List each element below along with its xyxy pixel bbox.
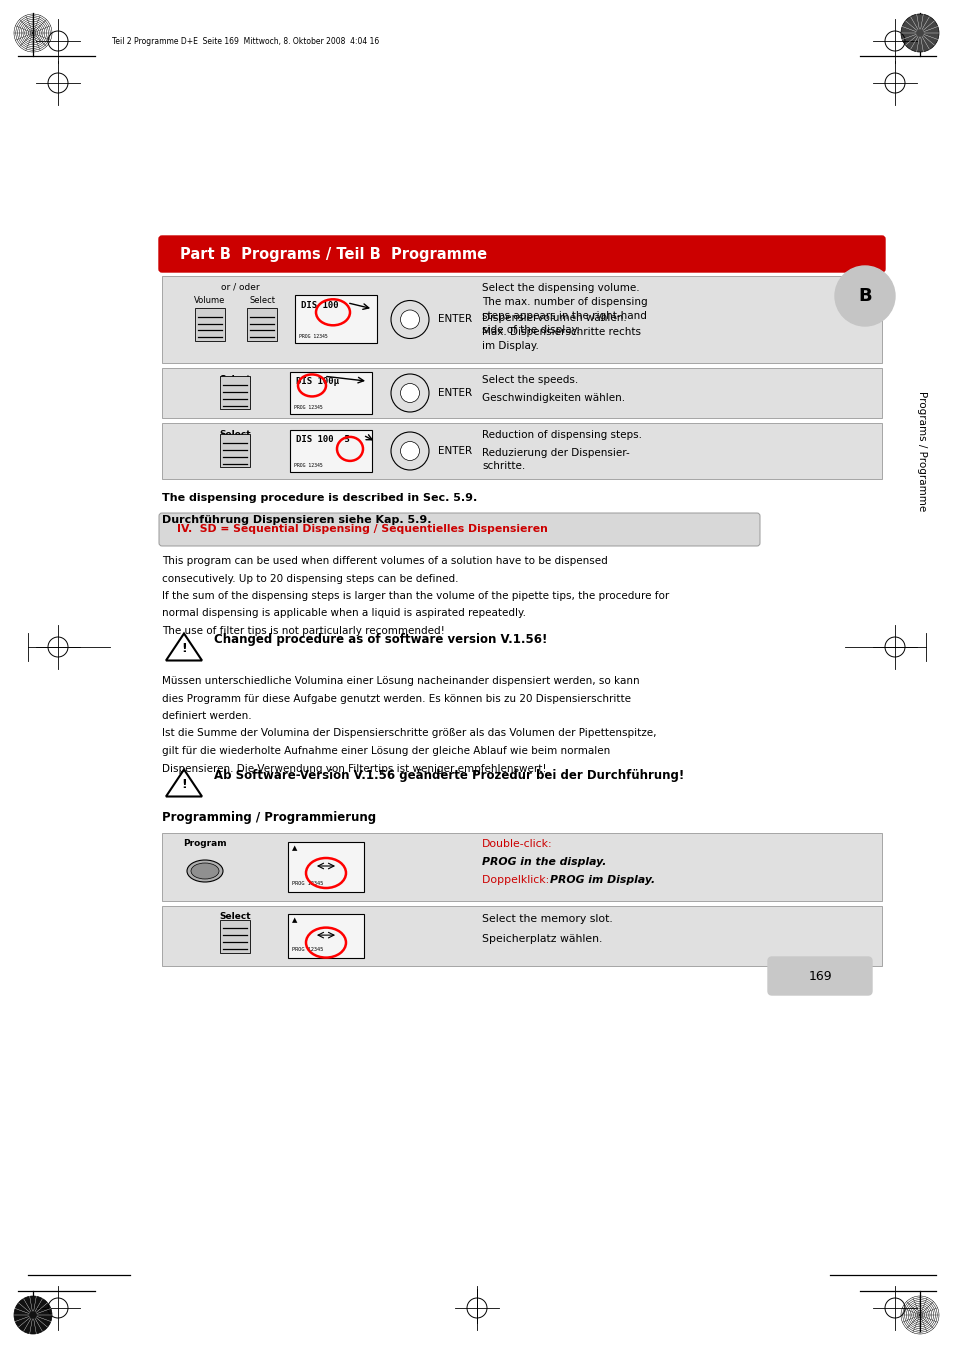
Text: Part B  Programs / Teil B  Programme: Part B Programs / Teil B Programme [180,246,487,262]
Text: Doppelklick:: Doppelklick: [481,875,552,885]
FancyBboxPatch shape [194,308,225,340]
Text: Reduction of dispensing steps.: Reduction of dispensing steps. [481,430,641,440]
Text: PROG 12345: PROG 12345 [298,335,328,339]
FancyBboxPatch shape [162,834,882,901]
FancyBboxPatch shape [220,435,250,467]
Circle shape [14,1296,52,1333]
Text: PROG 12345: PROG 12345 [294,405,322,409]
Text: The dispensing procedure is described in Sec. 5.9.: The dispensing procedure is described in… [162,493,476,503]
Text: 169: 169 [807,970,831,982]
Text: Ab Software-Version V.1.56 geänderte Prozedur bei der Durchführung!: Ab Software-Version V.1.56 geänderte Pro… [213,769,683,781]
Text: Müssen unterschiedliche Volumina einer Lösung nacheinander dispensiert werden, s: Müssen unterschiedliche Volumina einer L… [162,676,639,686]
Ellipse shape [187,861,223,882]
Circle shape [400,384,419,403]
Text: ▲: ▲ [292,917,297,923]
Text: Durchführung Dispensieren siehe Kap. 5.9.: Durchführung Dispensieren siehe Kap. 5.9… [162,515,431,526]
Circle shape [834,266,894,326]
Text: IV.  SD = Sequential Dispensing / Sequentielles Dispensieren: IV. SD = Sequential Dispensing / Sequent… [177,524,547,535]
Text: Ist die Summe der Volumina der Dispensierschritte größer als das Volumen der Pip: Ist die Summe der Volumina der Dispensie… [162,728,656,739]
Text: If the sum of the dispensing steps is larger than the volume of the pipette tips: If the sum of the dispensing steps is la… [162,590,669,601]
Text: Program: Program [183,839,227,848]
Text: !: ! [181,778,187,792]
FancyBboxPatch shape [162,423,882,480]
FancyBboxPatch shape [767,957,871,994]
Text: Reduzierung der Dispensier-
schritte.: Reduzierung der Dispensier- schritte. [481,449,629,471]
Circle shape [391,432,429,470]
Text: Volume: Volume [194,296,226,305]
Circle shape [391,300,429,339]
Text: ENTER: ENTER [437,446,472,457]
FancyBboxPatch shape [162,907,882,966]
FancyBboxPatch shape [290,372,372,413]
FancyBboxPatch shape [162,276,882,363]
Text: Select: Select [219,376,251,384]
Ellipse shape [191,863,219,880]
Text: or / oder: or / oder [220,282,259,292]
Text: DIS 100: DIS 100 [301,300,338,309]
FancyBboxPatch shape [247,308,276,340]
Text: Select: Select [219,430,251,439]
FancyBboxPatch shape [162,367,882,417]
Text: PROG 12345: PROG 12345 [292,947,323,952]
Text: DIS 100μ: DIS 100μ [295,377,338,386]
Circle shape [400,442,419,461]
Text: PROG in the display.: PROG in the display. [481,857,606,867]
Text: Geschwindigkeiten wählen.: Geschwindigkeiten wählen. [481,393,624,403]
Text: gilt für die wiederholte Aufnahme einer Lösung der gleiche Ablauf wie beim norma: gilt für die wiederholte Aufnahme einer … [162,746,610,757]
Text: PROG im Display.: PROG im Display. [550,875,655,885]
FancyBboxPatch shape [159,513,760,546]
Text: ENTER: ENTER [437,315,472,324]
Text: normal dispensing is applicable when a liquid is aspirated repeatedly.: normal dispensing is applicable when a l… [162,608,525,619]
Text: B: B [858,286,871,305]
Text: definiert werden.: definiert werden. [162,711,252,721]
Text: Select: Select [219,912,251,921]
Text: Dispensieren. Die Verwendung von Filtertips ist weniger empfehlenswert!: Dispensieren. Die Verwendung von Filtert… [162,763,546,774]
Text: Speicherplatz wählen.: Speicherplatz wählen. [481,934,601,944]
Text: dies Programm für diese Aufgabe genutzt werden. Es können bis zu 20 Dispensiersc: dies Programm für diese Aufgabe genutzt … [162,693,630,704]
Text: Select: Select [249,296,274,305]
Text: !: ! [181,642,187,655]
Circle shape [391,374,429,412]
Text: PROG 12345: PROG 12345 [292,881,323,886]
Text: Teil 2 Programme D+E  Seite 169  Mittwoch, 8. Oktober 2008  4:04 16: Teil 2 Programme D+E Seite 169 Mittwoch,… [112,36,379,46]
Text: Select the dispensing volume.
The max. number of dispensing
steps appears in the: Select the dispensing volume. The max. n… [481,282,647,335]
Text: This program can be used when different volumes of a solution have to be dispens: This program can be used when different … [162,557,607,566]
Text: Changed procedure as of software version V.1.56!: Changed procedure as of software version… [213,632,547,646]
FancyBboxPatch shape [220,377,250,409]
Text: ENTER: ENTER [437,388,472,399]
Text: Programs / Programme: Programs / Programme [916,390,926,511]
FancyBboxPatch shape [288,842,364,892]
Text: Double-click:: Double-click: [481,839,552,848]
Circle shape [900,14,938,51]
FancyBboxPatch shape [290,430,372,471]
FancyBboxPatch shape [288,915,364,958]
Text: Dispensiervolumen wählen.
Max. Dispensierschritte rechts
im Display.: Dispensiervolumen wählen. Max. Dispensie… [481,313,640,351]
Circle shape [400,309,419,330]
Text: Programming / Programmierung: Programming / Programmierung [162,811,375,824]
Text: Select the memory slot.: Select the memory slot. [481,915,612,924]
Text: The use of filter tips is not particularly recommended!: The use of filter tips is not particular… [162,626,444,636]
FancyBboxPatch shape [294,296,376,343]
Text: ▲: ▲ [292,844,297,851]
Text: DIS 100  5: DIS 100 5 [295,435,350,444]
Text: Select the speeds.: Select the speeds. [481,376,578,385]
Text: PROG 12345: PROG 12345 [294,463,322,467]
FancyBboxPatch shape [159,236,884,272]
Text: consecutively. Up to 20 dispensing steps can be defined.: consecutively. Up to 20 dispensing steps… [162,574,458,584]
FancyBboxPatch shape [220,920,250,952]
